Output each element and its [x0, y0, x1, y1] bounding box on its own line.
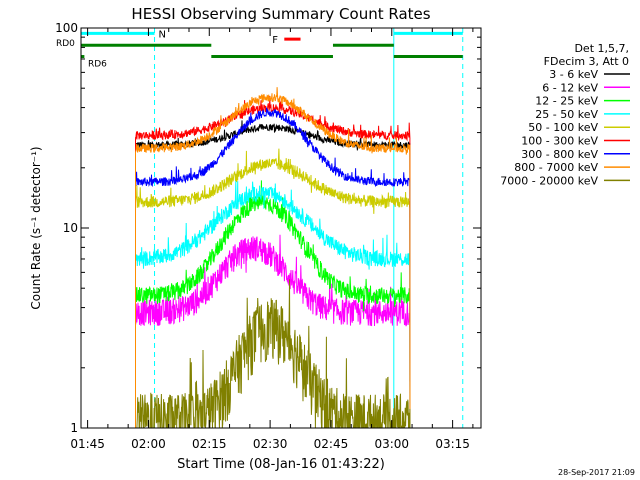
legend-label: 6 - 12 keV — [542, 81, 598, 94]
y-tick-label: 100 — [55, 21, 78, 35]
x-tick-label: 01:45 — [70, 437, 105, 451]
series-line-2 — [135, 180, 411, 429]
footer-timestamp: 28-Sep-2017 21:09 — [558, 468, 635, 477]
series-line-4 — [135, 148, 411, 429]
x-tick-label: 02:30 — [253, 437, 288, 451]
series-line-8 — [135, 279, 411, 429]
series-line-7 — [135, 87, 411, 429]
y-tick-label: 1 — [70, 421, 78, 435]
legend-label: 12 - 25 keV — [535, 95, 598, 108]
state-label-n: N — [159, 29, 166, 40]
legend-label: 100 - 300 keV — [521, 135, 598, 148]
y-axis: 1 10 100 — [55, 21, 481, 435]
legend-label: 50 - 100 keV — [528, 121, 598, 134]
x-tick-label: 03:15 — [435, 437, 470, 451]
legend-header-line-1: Det 1,5,7, — [574, 42, 629, 55]
x-tick-label: 02:45 — [314, 437, 349, 451]
x-tick-label: 02:15 — [192, 437, 227, 451]
series-line-6 — [135, 106, 411, 429]
plot-frame — [80, 27, 482, 429]
legend-label: 7000 - 20000 keV — [500, 174, 598, 187]
x-tick-label: 02:00 — [131, 437, 166, 451]
state-label-rd6: RD6 — [88, 60, 107, 70]
legend-label: 25 - 50 keV — [535, 108, 598, 121]
series-line-5 — [135, 95, 411, 429]
series-line-1 — [135, 234, 411, 429]
legend-header-line-2: FDecim 3, Att 0 — [544, 55, 629, 68]
series-line-3 — [135, 180, 411, 429]
y-axis-label: Count Rate (s⁻¹ detector⁻¹) — [29, 146, 43, 309]
chart-title: HESSI Observing Summary Count Rates — [131, 5, 430, 23]
x-axis-label: Start Time (08-Jan-16 01:43:22) — [177, 457, 385, 472]
y-tick-label: 10 — [63, 221, 78, 235]
state-label-rd0: RD0 — [56, 39, 75, 49]
legend-label: 3 - 6 keV — [549, 68, 598, 81]
x-axis: 01:45 02:00 02:15 02:30 02:45 03:00 03:15 — [70, 28, 474, 451]
x-tick-label: 03:00 — [374, 437, 409, 451]
legend-label: 300 - 800 keV — [521, 148, 598, 161]
legend-label: 800 - 7000 keV — [514, 161, 598, 174]
plot-area: N RD0 RD6 F — [56, 28, 464, 429]
state-label-f: F — [272, 35, 278, 46]
